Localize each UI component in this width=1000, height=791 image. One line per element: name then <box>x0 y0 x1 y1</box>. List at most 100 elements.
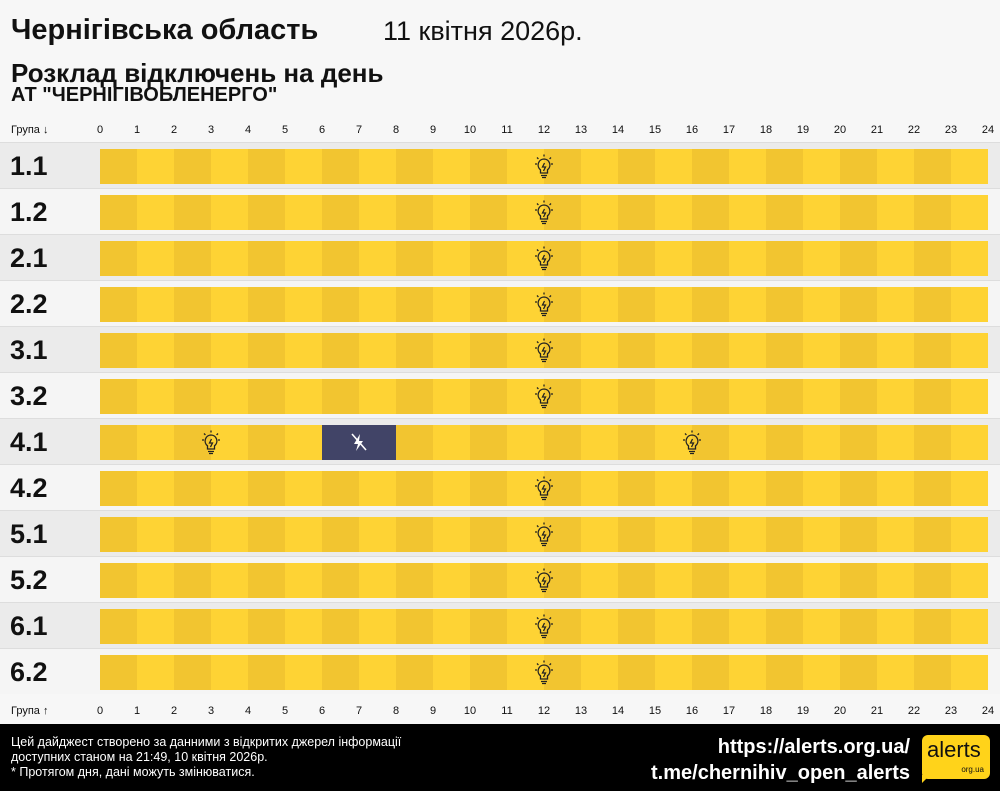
lightbulb-icon <box>534 521 554 547</box>
power-on-bar <box>803 379 840 414</box>
hour-tick-label: 4 <box>244 124 252 136</box>
power-on-bar <box>211 563 248 598</box>
hour-tick-label: 11 <box>501 705 513 717</box>
power-on-bar <box>766 333 803 368</box>
telegram-link[interactable]: t.me/chernihiv_open_alerts <box>651 762 910 784</box>
group-label: 1.1 <box>10 151 48 181</box>
power-on-bar <box>100 517 137 552</box>
lightbulb-icon <box>201 429 221 455</box>
power-on-bar <box>100 195 137 230</box>
hour-tick-label: 21 <box>870 705 884 717</box>
power-on-bar <box>359 655 396 690</box>
power-on-bar <box>766 149 803 184</box>
power-on-bar <box>470 195 507 230</box>
power-on-bar <box>137 149 174 184</box>
power-on-bar <box>655 655 692 690</box>
power-on-bar <box>100 425 137 460</box>
hour-tick-label: 8 <box>392 705 400 717</box>
power-on-bar <box>174 241 211 276</box>
power-on-bar <box>840 333 877 368</box>
power-on-bar <box>877 379 914 414</box>
hour-axis-top: Група ↓ 0 1 2 3 4 5 6 7 8 9 10 11 12 13 14 15 16 17 18 19 20… <box>0 117 1000 143</box>
power-on-bar <box>285 517 322 552</box>
power-on-bar <box>470 379 507 414</box>
power-on-bar <box>174 287 211 322</box>
power-on-bar <box>914 655 951 690</box>
power-on-bar <box>840 149 877 184</box>
hour-tick-label: 17 <box>722 705 736 717</box>
hour-tick-label: 9 <box>429 705 437 717</box>
lightbulb-icon <box>534 337 554 363</box>
power-on-bar <box>248 655 285 690</box>
power-on-bar <box>248 471 285 506</box>
power-on-bar <box>137 471 174 506</box>
power-on-bar <box>433 563 470 598</box>
power-on-bar <box>581 471 618 506</box>
power-on-bar <box>248 425 285 460</box>
hour-tick-label: 23 <box>944 124 958 136</box>
power-on-bar <box>470 471 507 506</box>
power-on-bar <box>396 517 433 552</box>
power-on-bar <box>951 563 988 598</box>
group-row: 4.2 <box>0 464 1000 510</box>
power-on-bar <box>285 149 322 184</box>
power-on-bar <box>581 517 618 552</box>
power-on-bar <box>211 655 248 690</box>
power-on-bar <box>692 241 729 276</box>
power-on-bar <box>914 195 951 230</box>
power-on-bar <box>211 609 248 644</box>
power-on-bar <box>729 609 766 644</box>
power-on-bar <box>951 471 988 506</box>
power-on-bar <box>248 517 285 552</box>
power-on-bar <box>655 379 692 414</box>
power-on-bar <box>211 195 248 230</box>
lightbulb-icon <box>534 475 554 501</box>
group-axis-label: Група ↓ <box>11 124 49 136</box>
logo-subtext: org.ua <box>961 765 984 774</box>
power-on-bar <box>100 149 137 184</box>
power-on-bar <box>211 241 248 276</box>
power-on-bar <box>877 655 914 690</box>
power-on-bar <box>618 425 655 460</box>
power-on-bar <box>766 563 803 598</box>
website-link[interactable]: https://alerts.org.ua/ <box>717 736 910 758</box>
power-on-bar <box>137 609 174 644</box>
power-on-bar <box>470 287 507 322</box>
power-on-bar <box>581 149 618 184</box>
group-label: 6.1 <box>10 611 48 641</box>
lightbulb-icon <box>534 245 554 271</box>
power-on-bar <box>618 609 655 644</box>
power-on-bar <box>285 471 322 506</box>
power-on-bar <box>692 333 729 368</box>
power-on-bar <box>914 149 951 184</box>
hour-tick-label: 9 <box>429 124 437 136</box>
power-on-bar <box>766 379 803 414</box>
company-name: АТ "ЧЕРНІГІВОБЛЕНЕРГО" <box>11 84 278 106</box>
power-on-bar <box>729 563 766 598</box>
power-on-bar <box>877 195 914 230</box>
power-on-bar <box>618 195 655 230</box>
power-on-bar <box>877 471 914 506</box>
power-on-bar <box>692 655 729 690</box>
power-on-bar <box>137 563 174 598</box>
group-row: 6.2 <box>0 648 1000 694</box>
power-on-bar <box>655 195 692 230</box>
power-on-bar <box>285 379 322 414</box>
power-on-bar <box>285 609 322 644</box>
power-on-bar <box>840 471 877 506</box>
footer-note-line: * Протягом дня, дані можуть змінюватися. <box>11 765 255 779</box>
power-on-bar <box>766 195 803 230</box>
power-on-bar <box>433 471 470 506</box>
group-label: 6.2 <box>10 657 48 687</box>
power-on-bar <box>729 241 766 276</box>
power-on-bar <box>692 563 729 598</box>
power-on-bar <box>211 517 248 552</box>
power-on-bar <box>174 149 211 184</box>
power-on-bar <box>322 149 359 184</box>
power-on-bar <box>285 195 322 230</box>
hour-tick-label: 22 <box>907 705 921 717</box>
power-on-bar <box>322 379 359 414</box>
power-on-bar <box>359 287 396 322</box>
power-on-bar <box>692 379 729 414</box>
power-on-bar <box>840 425 877 460</box>
